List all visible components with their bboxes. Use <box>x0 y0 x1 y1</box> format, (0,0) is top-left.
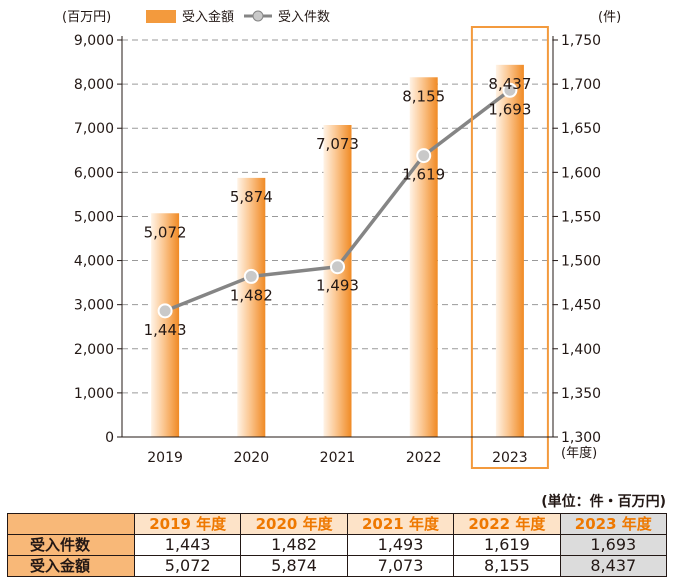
row-label: 受入金額 <box>8 556 135 577</box>
right-tick-label: 1,400 <box>561 342 601 358</box>
count-value-label: 1,693 <box>488 100 531 118</box>
count-point-2019 <box>159 304 172 317</box>
right-tick-label: 1,450 <box>561 298 601 314</box>
table-header-cell: 2021 年度 <box>347 514 453 535</box>
count-value-label: 1,443 <box>144 321 187 339</box>
bar-value-label: 5,874 <box>230 188 273 206</box>
table-header-cell: 2023 年度 <box>560 514 666 535</box>
count-point-2020 <box>245 270 258 283</box>
left-tick-label: 5,000 <box>74 209 114 225</box>
bar-value-label: 7,073 <box>316 135 359 153</box>
x-tick-label: 2020 <box>233 450 269 466</box>
bar-2022 <box>410 77 438 437</box>
bar-2020 <box>237 178 265 437</box>
right-axis-unit: (件) <box>598 10 621 25</box>
right-tick-label: 1,350 <box>561 386 601 402</box>
table-cell: 5,874 <box>241 556 347 577</box>
right-tick-label: 1,550 <box>561 209 601 225</box>
table-header-cell: 2022 年度 <box>454 514 560 535</box>
table-cell: 1,482 <box>241 535 347 556</box>
row-label: 受入件数 <box>8 535 135 556</box>
summary-table: 2019 年度 2020 年度 2021 年度 2022 年度 2023 年度 … <box>7 513 667 577</box>
left-tick-label: 3,000 <box>74 298 114 314</box>
legend-bar-label: 受入金額 <box>182 9 234 25</box>
table-header-row: 2019 年度 2020 年度 2021 年度 2022 年度 2023 年度 <box>8 514 667 535</box>
legend-line-label: 受入件数 <box>278 10 330 25</box>
left-tick-label: 4,000 <box>74 254 114 270</box>
unit-note: (単位：件・百万円) <box>541 491 666 511</box>
table-cell: 1,443 <box>135 535 241 556</box>
table-cell: 7,073 <box>347 556 453 577</box>
right-tick-label: 1,300 <box>561 430 601 446</box>
legend-line-marker <box>253 11 263 21</box>
combo-chart: 5,072 5,874 7,073 8,155 8,437 1,443 1,482 1,493… <box>0 0 676 485</box>
table-row: 受入金額 5,072 5,874 7,073 8,155 8,437 <box>8 556 667 577</box>
x-tick-label: 2022 <box>406 450 442 466</box>
count-value-label: 1,493 <box>316 277 359 295</box>
table-row: 受入件数 1,443 1,482 1,493 1,619 1,693 <box>8 535 667 556</box>
left-tick-label: 1,000 <box>74 386 114 402</box>
x-tick-label: 2023 <box>492 450 528 466</box>
count-point-2022 <box>417 149 430 162</box>
right-tick-label: 1,700 <box>561 77 601 93</box>
table-cell: 1,493 <box>347 535 453 556</box>
left-tick-label: 9,000 <box>74 33 114 49</box>
left-tick-label: 0 <box>105 430 114 446</box>
legend-bar-swatch <box>146 10 176 23</box>
left-axis-unit: (百万円) <box>62 10 111 25</box>
right-tick-label: 1,600 <box>561 165 601 181</box>
table-cell: 5,072 <box>135 556 241 577</box>
left-tick-label: 7,000 <box>74 121 114 137</box>
right-tick-label: 1,750 <box>561 33 601 49</box>
x-tick-label: 2019 <box>147 450 183 466</box>
right-tick-label: 1,650 <box>561 121 601 137</box>
table-cell: 8,155 <box>454 556 560 577</box>
left-tick-label: 6,000 <box>74 165 114 181</box>
table-cell: 1,693 <box>560 535 666 556</box>
table-cell: 8,437 <box>560 556 666 577</box>
table-corner <box>8 514 135 535</box>
legend: 受入金額 受入件数 <box>146 9 330 25</box>
bar-value-label: 8,437 <box>488 75 531 93</box>
count-point-2021 <box>331 260 344 273</box>
table-header-cell: 2019 年度 <box>135 514 241 535</box>
count-value-label: 1,619 <box>402 166 445 184</box>
left-tick-label: 8,000 <box>74 77 114 93</box>
bar-value-label: 8,155 <box>402 87 445 105</box>
table-cell: 1,619 <box>454 535 560 556</box>
x-tick-label: 2021 <box>320 450 356 466</box>
count-value-label: 1,482 <box>230 286 273 304</box>
left-tick-label: 2,000 <box>74 342 114 358</box>
bar-2023 <box>496 65 524 437</box>
table-header-cell: 2020 年度 <box>241 514 347 535</box>
right-tick-label: 1,500 <box>561 254 601 270</box>
bar-value-label: 5,072 <box>144 223 187 241</box>
x-axis-unit: (年度) <box>561 445 597 461</box>
